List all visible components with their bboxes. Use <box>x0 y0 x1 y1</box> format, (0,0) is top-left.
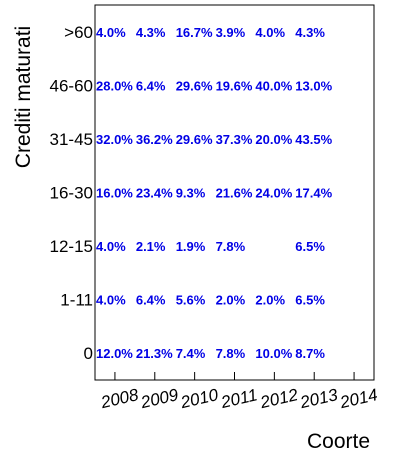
y-tick-label: 12-15 <box>50 237 93 256</box>
cell-value-label: 7.4% <box>176 346 206 361</box>
cell-value-label: 16.0% <box>96 186 133 201</box>
cell-value-label: 2.0% <box>216 293 246 308</box>
cell-value-label: 4.0% <box>96 293 126 308</box>
cell-value-label: 8.7% <box>295 346 325 361</box>
cell-value-label: 1.9% <box>176 239 206 254</box>
x-tick-label: 2011 <box>218 385 259 412</box>
cell-value-label: 20.0% <box>255 132 292 147</box>
cell-value-label: 29.6% <box>176 132 213 147</box>
cell-value-label: 40.0% <box>255 78 292 93</box>
y-tick-label: 0 <box>84 344 93 363</box>
cell-value-label: 4.0% <box>255 25 285 40</box>
x-tick-label: 2014 <box>337 385 379 412</box>
cell-value-label: 6.5% <box>295 239 325 254</box>
cell-value-label: 3.9% <box>216 25 246 40</box>
cell-value-label: 2.0% <box>255 293 285 308</box>
cell-value-label: 36.2% <box>136 132 173 147</box>
cell-value-label: 7.8% <box>216 346 246 361</box>
y-tick-label: 46-60 <box>50 76 93 95</box>
cell-value-label: 21.6% <box>216 186 253 201</box>
cell-value-label: 6.4% <box>136 78 166 93</box>
cell-value-label: 16.7% <box>176 25 213 40</box>
cell-value-label: 24.0% <box>255 186 292 201</box>
cell-value-label: 43.5% <box>295 132 332 147</box>
x-axis-title: Coorte <box>307 430 370 451</box>
cell-value-label: 29.6% <box>176 78 213 93</box>
cell-value-label: 6.4% <box>136 293 166 308</box>
y-tick-label: 31-45 <box>50 130 93 149</box>
cell-value-label: 6.5% <box>295 293 325 308</box>
x-tick-label: 2012 <box>258 385 301 412</box>
cell-value-label: 19.6% <box>216 78 253 93</box>
cell-value-label: 7.8% <box>216 239 246 254</box>
y-tick-label: 16-30 <box>50 184 93 203</box>
x-tick-label: 2013 <box>297 385 340 412</box>
y-tick-label: >60 <box>64 23 93 42</box>
cell-value-label: 28.0% <box>96 78 133 93</box>
y-tick-label: 1-11 <box>60 291 93 310</box>
cell-value-label: 21.3% <box>136 346 173 361</box>
cell-value-label: 13.0% <box>295 78 332 93</box>
cell-value-label: 4.3% <box>295 25 325 40</box>
x-tick-label: 2010 <box>178 385 221 412</box>
y-axis-title: Crediti maturati <box>12 26 35 168</box>
cell-value-label: 9.3% <box>176 186 206 201</box>
x-tick-label: 2009 <box>138 385 181 412</box>
cell-value-label: 4.0% <box>96 239 126 254</box>
cell-value-label: 4.0% <box>96 25 126 40</box>
cell-value-label: 17.4% <box>295 186 332 201</box>
cell-value-label: 32.0% <box>96 132 133 147</box>
cell-value-label: 5.6% <box>176 293 206 308</box>
x-tick-label: 2008 <box>98 385 141 412</box>
cell-value-label: 4.3% <box>136 25 166 40</box>
cell-value-label: 10.0% <box>255 346 292 361</box>
cell-value-label: 37.3% <box>216 132 253 147</box>
cell-value-label: 23.4% <box>136 186 173 201</box>
cell-value-label: 12.0% <box>96 346 133 361</box>
cell-value-label: 2.1% <box>136 239 166 254</box>
